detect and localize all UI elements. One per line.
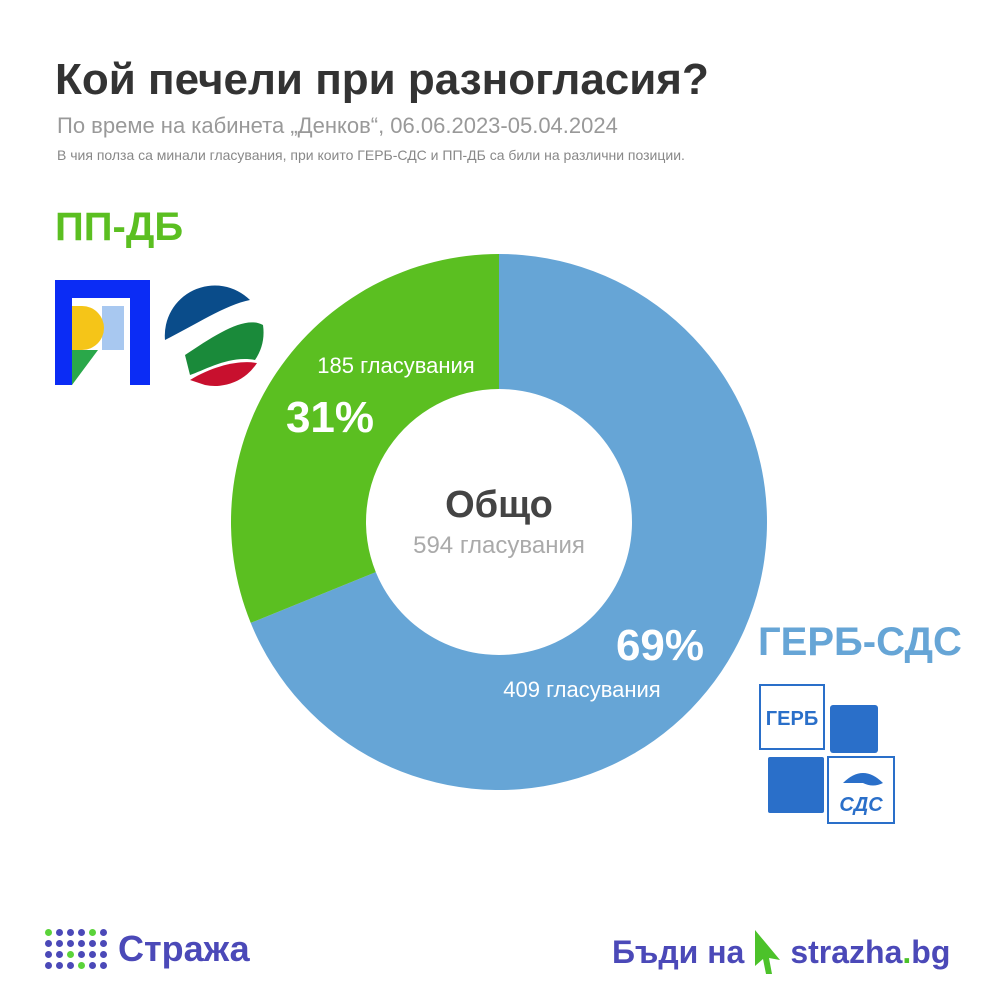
brand-name: Стража (118, 928, 250, 969)
pp-db-logos (55, 280, 265, 386)
dot (78, 951, 85, 958)
note: В чия полза са минали гласувания, при ко… (57, 147, 685, 163)
dot (100, 929, 107, 936)
center-value: 594 гласувания (413, 532, 585, 559)
data-label-percent-gerb: 69% (616, 621, 704, 670)
dot (78, 929, 85, 936)
gerb-logo-text: ГЕРБ (766, 708, 818, 730)
dot (56, 940, 63, 947)
slice-1 (230, 253, 499, 623)
dot (100, 940, 107, 947)
sds-logo-text: СДС (839, 794, 883, 816)
strazha-logo: Стража (45, 928, 250, 970)
center-label: Общо (445, 484, 553, 526)
site-link[interactable]: Бъди на strazha.bg (612, 928, 950, 976)
page-title: Кой печели при разногласия? (55, 55, 709, 104)
dot (100, 962, 107, 969)
dot (67, 940, 74, 947)
dot (45, 951, 52, 958)
subtitle: По време на кабинета „Денков“, 06.06.202… (57, 113, 618, 138)
dot (45, 940, 52, 947)
slice-0 (250, 254, 767, 790)
data-label-count-pp: 185 гласувания (317, 353, 474, 378)
legend-gerb-sds: ГЕРБ-СДС (758, 620, 962, 664)
data-label-percent-pp: 31% (286, 393, 374, 442)
dot (56, 929, 63, 936)
db-logo (164, 285, 265, 386)
dot (45, 962, 52, 969)
dot (67, 962, 74, 969)
dot (45, 929, 52, 936)
pp-logo (55, 280, 150, 385)
dot (67, 929, 74, 936)
dots-icon (45, 929, 108, 969)
dot (89, 962, 96, 969)
dot (67, 951, 74, 958)
gerb-sds-logo: ГЕРБ СДС (759, 684, 895, 824)
dot (56, 951, 63, 958)
site-main: strazha (790, 933, 903, 970)
dot (89, 929, 96, 936)
dot (89, 940, 96, 947)
site-tld: bg (911, 933, 951, 970)
legend-pp-db: ПП-ДБ (55, 205, 184, 249)
dot (78, 940, 85, 947)
dot (100, 951, 107, 958)
data-label-count-gerb: 409 гласувания (503, 677, 660, 702)
dot (56, 962, 63, 969)
dot (89, 951, 96, 958)
dot (78, 962, 85, 969)
cursor-icon (755, 930, 781, 974)
cta-text: Бъди на (612, 933, 745, 970)
site-dot: . (902, 933, 912, 970)
